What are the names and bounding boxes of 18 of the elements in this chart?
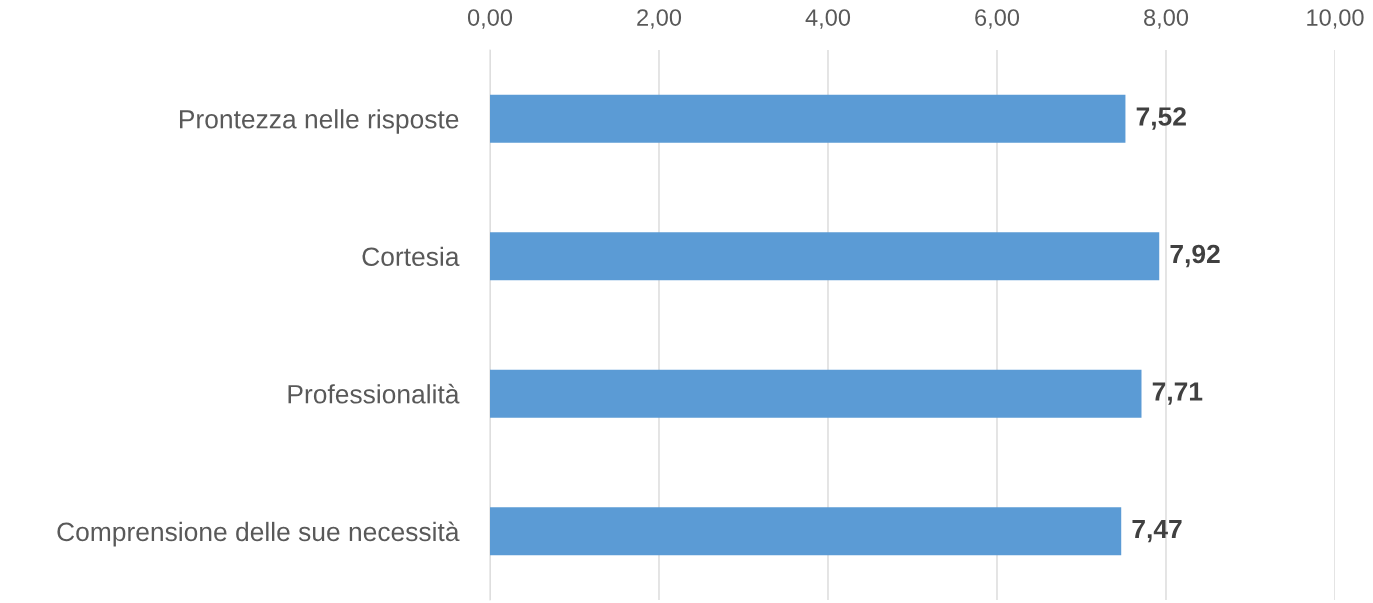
x-tick-label: 2,00 xyxy=(637,9,682,29)
data-label: 7,47 xyxy=(1132,519,1182,543)
x-tick-label: 4,00 xyxy=(805,9,851,29)
bar xyxy=(490,507,1122,556)
x-tick-label: 6,00 xyxy=(975,9,1020,29)
y-tick-label: Cortesia xyxy=(362,246,460,267)
y-tick-label: Professionalità xyxy=(288,383,460,404)
y-tick-label: Comprensione delle sue necessità xyxy=(57,521,460,547)
bar xyxy=(490,369,1142,418)
data-label: 7,92 xyxy=(1170,244,1220,268)
y-tick-label: Prontezza nelle risposte xyxy=(179,109,459,134)
bar xyxy=(490,232,1160,281)
bar xyxy=(490,94,1126,143)
x-tick-label: 0,00 xyxy=(467,9,513,29)
x-tick-label: 8,00 xyxy=(1144,9,1189,29)
x-tick-label: 10,00 xyxy=(1307,9,1364,29)
data-label: 7,71 xyxy=(1152,382,1203,405)
data-label: 7,52 xyxy=(1136,107,1186,130)
